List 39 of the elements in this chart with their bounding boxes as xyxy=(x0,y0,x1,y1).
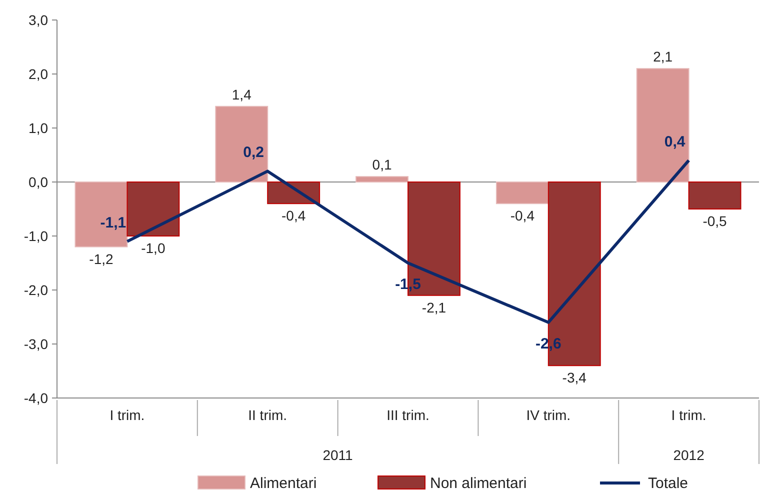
y-tick-label: 3,0 xyxy=(28,12,48,28)
text: 2012 xyxy=(673,447,705,463)
y-tick-label: 0,0 xyxy=(28,174,48,190)
data-label: 1,4 xyxy=(232,86,252,102)
data-label: -0,4 xyxy=(510,208,535,224)
data-label: -1,0 xyxy=(141,240,166,256)
data-label: -1,2 xyxy=(89,250,114,267)
bar xyxy=(496,182,549,204)
bar xyxy=(356,176,408,182)
bar xyxy=(688,182,742,210)
y-tick-label: -2,0 xyxy=(24,282,48,298)
legend-label: Alimentari xyxy=(250,475,317,492)
line-series xyxy=(126,158,690,324)
bar xyxy=(126,182,180,236)
data-label: -1,1 xyxy=(100,214,126,232)
data-label: 0,1 xyxy=(372,156,392,173)
y-tick-label: -3,0 xyxy=(24,336,48,352)
y-tick-label: 1,0 xyxy=(28,120,48,136)
data-label: 2,1 xyxy=(653,48,673,65)
bar xyxy=(215,106,268,182)
data-label: 0,4 xyxy=(664,133,686,150)
x-tick-label: III trim. xyxy=(386,407,430,423)
y-tick-label: -1,0 xyxy=(24,228,48,244)
y-tick-label: 2,0 xyxy=(28,66,48,82)
text: 2011 xyxy=(322,447,354,463)
legend-label: Non alimentari xyxy=(430,475,527,492)
x-tick-label: I trim. xyxy=(110,407,145,423)
data-label: -0,5 xyxy=(702,213,728,229)
bar xyxy=(74,182,128,248)
x-tick-label: II trim. xyxy=(248,407,288,423)
data-label: 0,2 xyxy=(243,144,264,162)
data-label: -2,1 xyxy=(422,299,446,316)
y-tick-label: -4,0 xyxy=(24,390,48,406)
legend-label: Totale xyxy=(648,475,688,492)
data-label: -3,4 xyxy=(562,370,587,386)
x-tick-label: IV trim. xyxy=(526,407,571,423)
bar xyxy=(636,68,690,182)
x-tick-label: I trim. xyxy=(671,407,706,423)
data-label: -0,4 xyxy=(282,208,306,224)
